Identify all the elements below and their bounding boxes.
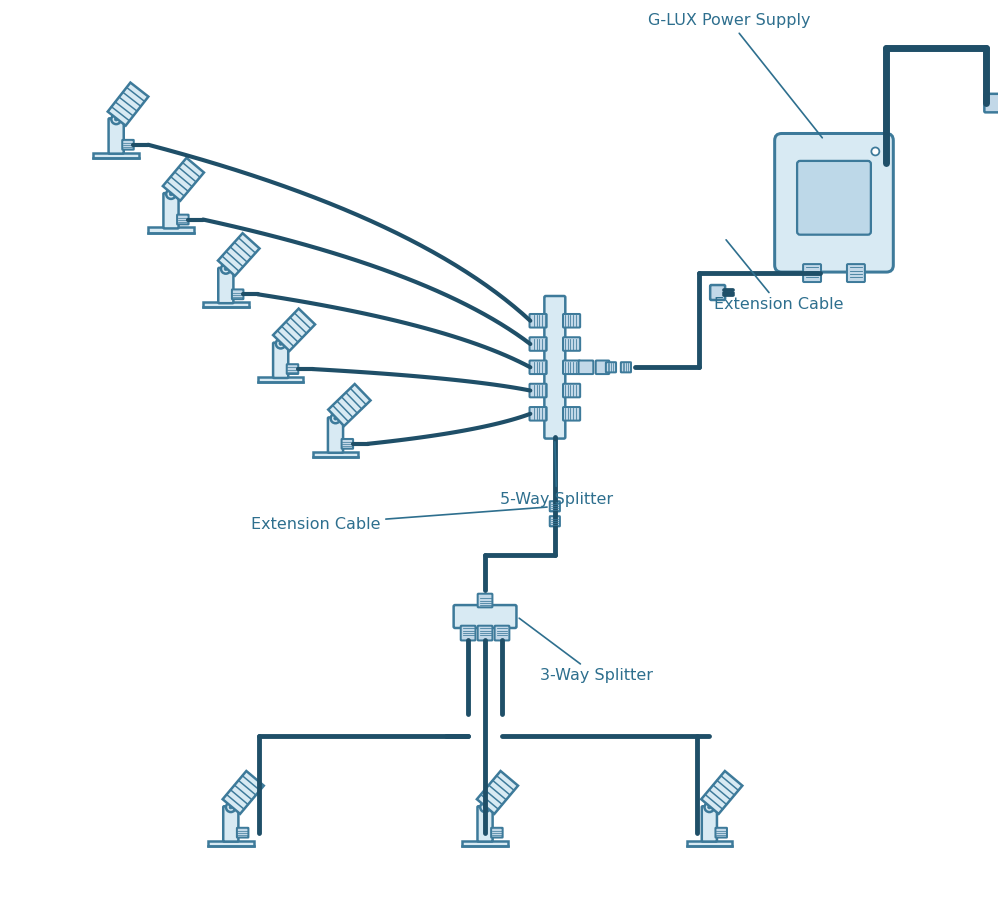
FancyBboxPatch shape <box>163 193 179 229</box>
Polygon shape <box>163 158 204 201</box>
FancyBboxPatch shape <box>621 362 631 372</box>
FancyBboxPatch shape <box>563 384 580 397</box>
FancyBboxPatch shape <box>148 228 194 232</box>
FancyBboxPatch shape <box>715 828 727 837</box>
FancyBboxPatch shape <box>273 343 288 378</box>
FancyBboxPatch shape <box>803 264 821 282</box>
FancyBboxPatch shape <box>313 452 358 457</box>
FancyBboxPatch shape <box>177 215 189 224</box>
FancyBboxPatch shape <box>477 806 493 842</box>
FancyBboxPatch shape <box>218 268 233 303</box>
FancyBboxPatch shape <box>491 828 503 837</box>
FancyBboxPatch shape <box>223 806 238 842</box>
Polygon shape <box>218 233 260 276</box>
FancyBboxPatch shape <box>710 285 725 300</box>
FancyBboxPatch shape <box>478 626 492 641</box>
Circle shape <box>111 114 121 124</box>
Circle shape <box>276 338 285 349</box>
Circle shape <box>705 802 714 812</box>
FancyBboxPatch shape <box>530 407 547 420</box>
Circle shape <box>279 342 282 346</box>
Polygon shape <box>273 309 315 351</box>
FancyBboxPatch shape <box>495 626 509 641</box>
FancyBboxPatch shape <box>462 841 508 845</box>
FancyBboxPatch shape <box>208 841 254 845</box>
FancyBboxPatch shape <box>530 384 547 397</box>
FancyBboxPatch shape <box>478 594 492 608</box>
FancyBboxPatch shape <box>342 439 353 449</box>
Text: 3-Way Splitter: 3-Way Splitter <box>519 618 653 683</box>
Text: Extension Cable: Extension Cable <box>714 240 844 313</box>
FancyBboxPatch shape <box>232 290 243 299</box>
FancyBboxPatch shape <box>122 140 134 149</box>
FancyBboxPatch shape <box>797 161 871 235</box>
FancyBboxPatch shape <box>775 134 893 272</box>
Circle shape <box>229 806 233 809</box>
Circle shape <box>221 264 231 274</box>
Circle shape <box>166 189 176 199</box>
FancyBboxPatch shape <box>702 806 717 842</box>
FancyBboxPatch shape <box>287 364 298 374</box>
Circle shape <box>334 417 337 420</box>
Text: 5-Way Splitter: 5-Way Splitter <box>500 442 613 507</box>
Polygon shape <box>477 771 518 814</box>
FancyBboxPatch shape <box>454 605 516 628</box>
FancyBboxPatch shape <box>563 314 580 327</box>
FancyBboxPatch shape <box>563 337 580 350</box>
FancyBboxPatch shape <box>109 118 124 154</box>
Text: G-LUX Power Supply: G-LUX Power Supply <box>648 13 822 137</box>
Circle shape <box>226 802 236 812</box>
FancyBboxPatch shape <box>93 153 139 158</box>
FancyBboxPatch shape <box>563 407 580 420</box>
Circle shape <box>708 806 711 809</box>
FancyBboxPatch shape <box>328 418 343 453</box>
Circle shape <box>331 414 340 423</box>
Polygon shape <box>701 771 742 814</box>
Polygon shape <box>108 83 148 125</box>
FancyBboxPatch shape <box>237 828 248 837</box>
FancyBboxPatch shape <box>203 302 249 307</box>
FancyBboxPatch shape <box>550 502 560 512</box>
FancyBboxPatch shape <box>606 362 616 372</box>
Polygon shape <box>223 771 264 814</box>
FancyBboxPatch shape <box>258 377 303 383</box>
FancyBboxPatch shape <box>579 361 593 374</box>
FancyBboxPatch shape <box>550 516 560 526</box>
FancyBboxPatch shape <box>544 296 565 439</box>
FancyBboxPatch shape <box>530 361 547 374</box>
FancyBboxPatch shape <box>530 314 547 327</box>
Text: Extension Cable: Extension Cable <box>251 507 547 532</box>
Polygon shape <box>328 384 371 426</box>
FancyBboxPatch shape <box>563 361 580 374</box>
FancyBboxPatch shape <box>461 626 475 641</box>
Circle shape <box>871 148 879 156</box>
Circle shape <box>480 802 490 812</box>
FancyBboxPatch shape <box>530 337 547 350</box>
Circle shape <box>114 118 118 121</box>
Circle shape <box>224 267 228 270</box>
FancyBboxPatch shape <box>984 94 1000 112</box>
FancyBboxPatch shape <box>687 841 732 845</box>
Circle shape <box>169 193 173 195</box>
FancyBboxPatch shape <box>847 264 865 282</box>
FancyBboxPatch shape <box>596 361 609 374</box>
Circle shape <box>483 806 487 809</box>
